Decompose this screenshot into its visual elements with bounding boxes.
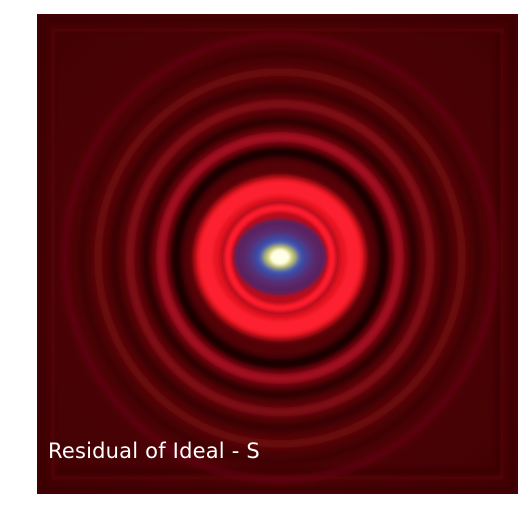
- diffraction-rings: [61, 32, 499, 484]
- image-caption: Residual of Ideal - S: [48, 439, 260, 463]
- psf-residual-image: [37, 14, 518, 494]
- bright-core: [258, 241, 302, 273]
- psf-residual-svg: [37, 14, 518, 494]
